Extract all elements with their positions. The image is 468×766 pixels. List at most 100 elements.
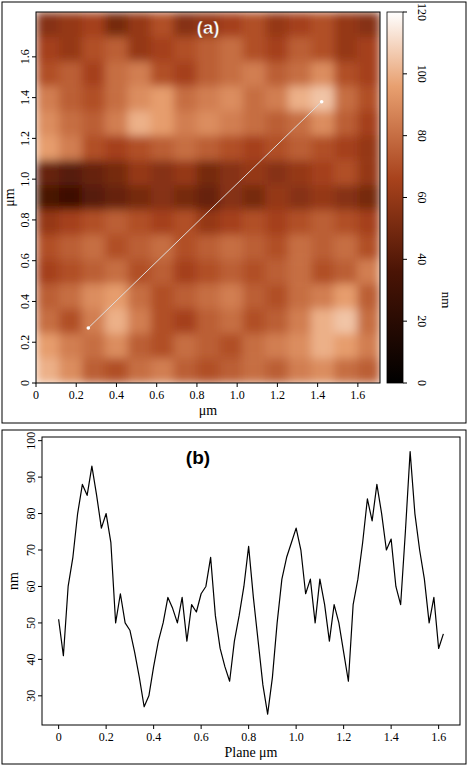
cell xyxy=(128,61,151,86)
cell xyxy=(59,37,82,62)
cell xyxy=(288,37,311,62)
color-tick xyxy=(403,383,407,384)
cell xyxy=(36,185,59,210)
cell xyxy=(311,358,334,383)
x-axis-title: μm xyxy=(199,403,218,418)
cell xyxy=(265,259,288,284)
cell xyxy=(82,334,105,359)
cell xyxy=(36,12,59,37)
cell xyxy=(334,37,357,62)
cell xyxy=(197,160,220,185)
cell xyxy=(242,259,265,284)
cell xyxy=(288,86,311,111)
cell xyxy=(128,136,151,161)
cell xyxy=(357,111,380,136)
cell xyxy=(357,334,380,359)
cell xyxy=(242,86,265,111)
color-tick xyxy=(403,135,407,136)
cell xyxy=(105,334,128,359)
cell xyxy=(105,37,128,62)
profile-start xyxy=(87,326,91,330)
y-tick xyxy=(32,383,36,384)
cell xyxy=(334,12,357,37)
cell xyxy=(334,185,357,210)
cell xyxy=(357,358,380,383)
cell xyxy=(242,12,265,37)
cell xyxy=(105,210,128,235)
cell xyxy=(334,284,357,309)
cell xyxy=(357,136,380,161)
x-tick-label: 1.6 xyxy=(350,388,365,402)
cell xyxy=(288,259,311,284)
y-tick xyxy=(32,179,36,180)
cell xyxy=(288,235,311,260)
cell xyxy=(82,358,105,383)
cell xyxy=(59,309,82,334)
y-tick-label: 100 xyxy=(24,432,38,450)
cell xyxy=(265,61,288,86)
cell xyxy=(151,259,174,284)
cell xyxy=(151,358,174,383)
cell xyxy=(59,284,82,309)
y-axis-title: μm xyxy=(2,188,17,207)
cell xyxy=(128,12,151,37)
cell xyxy=(128,334,151,359)
y-tick-label: 40 xyxy=(24,653,38,665)
cell xyxy=(59,235,82,260)
profile-curve xyxy=(59,452,444,714)
x-tick xyxy=(153,725,154,729)
cell xyxy=(334,235,357,260)
cell xyxy=(36,86,59,111)
cell xyxy=(82,86,105,111)
x-tick xyxy=(317,383,318,387)
cell xyxy=(128,358,151,383)
cell xyxy=(105,185,128,210)
panel-frame xyxy=(2,2,466,423)
cell xyxy=(334,136,357,161)
cell xyxy=(311,86,334,111)
y-tick-label: 0.6 xyxy=(18,253,32,268)
cell xyxy=(36,309,59,334)
x-tick-label: 0.4 xyxy=(146,730,161,744)
cell xyxy=(197,185,220,210)
y-tick xyxy=(38,513,42,514)
y-tick xyxy=(32,97,36,98)
y-tick xyxy=(32,342,36,343)
cell xyxy=(219,111,242,136)
profile-group xyxy=(87,100,324,330)
cell xyxy=(265,86,288,111)
image xyxy=(36,12,380,383)
cell xyxy=(265,358,288,383)
cell xyxy=(334,259,357,284)
color-bar xyxy=(387,12,403,383)
cell xyxy=(128,210,151,235)
x-tick xyxy=(76,383,77,387)
cell xyxy=(334,210,357,235)
cell xyxy=(36,61,59,86)
x-tick xyxy=(36,383,37,387)
cell xyxy=(82,12,105,37)
cell xyxy=(242,334,265,359)
cell xyxy=(288,61,311,86)
cell xyxy=(105,136,128,161)
cell xyxy=(219,12,242,37)
cell xyxy=(105,259,128,284)
cell xyxy=(105,309,128,334)
cell xyxy=(197,309,220,334)
cell xyxy=(265,160,288,185)
cell xyxy=(265,309,288,334)
cell xyxy=(219,284,242,309)
cell xyxy=(151,185,174,210)
x-tick-label: 0.2 xyxy=(69,388,84,402)
x-tick xyxy=(248,725,249,729)
cell xyxy=(219,334,242,359)
x-tick xyxy=(106,725,107,729)
cell xyxy=(197,358,220,383)
cell xyxy=(151,86,174,111)
cell xyxy=(219,210,242,235)
color-bar-title: nm xyxy=(439,292,454,309)
y-tick xyxy=(38,586,42,587)
cell xyxy=(357,12,380,37)
cell xyxy=(36,284,59,309)
cell xyxy=(59,111,82,136)
